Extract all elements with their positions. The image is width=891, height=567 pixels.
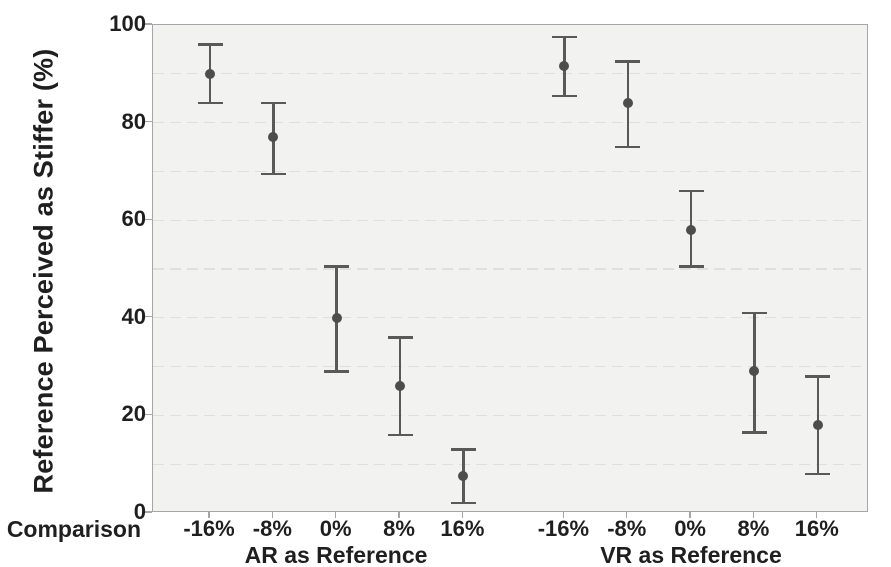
data-point [331, 312, 342, 323]
data-point [686, 224, 697, 235]
x-tick-label: 16% [794, 516, 839, 541]
error-bar-cap-bottom [805, 472, 831, 476]
error-bar-cap-top [197, 43, 223, 46]
gridline [153, 317, 867, 319]
y-tick-mark [144, 413, 152, 416]
data-point [395, 381, 406, 392]
data-point [812, 420, 823, 431]
error-bar-cap-top [805, 375, 831, 378]
data-point [559, 61, 570, 72]
x-tick-label: -16% [183, 516, 235, 541]
y-tick-label: 80 [121, 108, 146, 134]
group-label-ar: AR as Reference [244, 542, 428, 567]
gridline [153, 170, 867, 173]
x-tick-mark [752, 512, 755, 518]
x-tick-label: 8% [383, 516, 415, 541]
x-tick-mark [816, 512, 818, 518]
gridline [153, 121, 867, 124]
data-point [749, 366, 760, 377]
gridline [153, 219, 867, 221]
x-tick-label: 0% [319, 516, 352, 541]
data-point [622, 98, 633, 109]
y-tick-mark [144, 218, 152, 220]
x-tick-mark [335, 512, 337, 518]
data-point [458, 471, 469, 482]
error-bar-cap-top [615, 60, 641, 63]
x-tick-label: 16% [440, 516, 485, 541]
error-bar-cap-top [260, 101, 286, 105]
x-axis-caption: Comparison [6, 516, 141, 542]
error-bar-cap-bottom [678, 265, 704, 268]
x-tick-mark [208, 512, 210, 518]
error-bar-cap-bottom [615, 145, 641, 149]
x-tick-mark [562, 512, 565, 518]
x-tick-mark [689, 512, 691, 518]
y-tick-mark [144, 511, 152, 513]
gridline [153, 463, 867, 465]
y-tick-mark [144, 316, 152, 318]
x-tick-label: -16% [537, 516, 590, 541]
y-tick-mark [144, 23, 152, 25]
group-label-vr: VR as Reference [600, 542, 782, 567]
gridline [153, 414, 867, 417]
data-point [268, 132, 279, 143]
error-bar-cap-top [450, 448, 476, 451]
y-tick-label: 100 [109, 11, 146, 36]
y-tick-label: 20 [121, 401, 146, 427]
data-point [205, 68, 215, 79]
x-tick-mark [398, 512, 400, 518]
error-bar-cap-top [551, 35, 577, 39]
error-bar-cap-top [678, 189, 704, 193]
y-tick-label: 60 [121, 206, 146, 232]
error-bar-cap-top [741, 311, 767, 315]
error-bar-cap-bottom [260, 172, 286, 176]
x-tick-mark [626, 512, 628, 518]
x-tick-mark [271, 512, 274, 518]
error-bar-cap-bottom [551, 94, 577, 97]
error-bar-cap-top [324, 265, 350, 268]
x-tick-label: 8% [737, 516, 770, 541]
y-tick-mark [144, 120, 152, 123]
error-bar-cap-bottom [450, 501, 476, 505]
gridline [153, 365, 867, 368]
error-bar-cap-bottom [387, 433, 413, 437]
y-tick-label: 0 [133, 499, 146, 524]
error-bar-cap-bottom [197, 101, 223, 105]
gridline [153, 268, 867, 270]
gridline [153, 73, 867, 75]
x-tick-label: -8% [252, 516, 292, 541]
error-bar-cap-top [387, 336, 413, 339]
y-axis-title: Reference Perceived as Stiffer (%) [28, 48, 59, 494]
plot-area [152, 24, 868, 512]
x-tick-label: -8% [607, 516, 647, 541]
error-bar-cap-bottom [741, 431, 767, 434]
error-bar-cap-bottom [324, 370, 350, 373]
y-tick-label: 40 [121, 303, 146, 329]
x-tick-mark [461, 512, 464, 518]
x-tick-label: 0% [674, 516, 706, 541]
